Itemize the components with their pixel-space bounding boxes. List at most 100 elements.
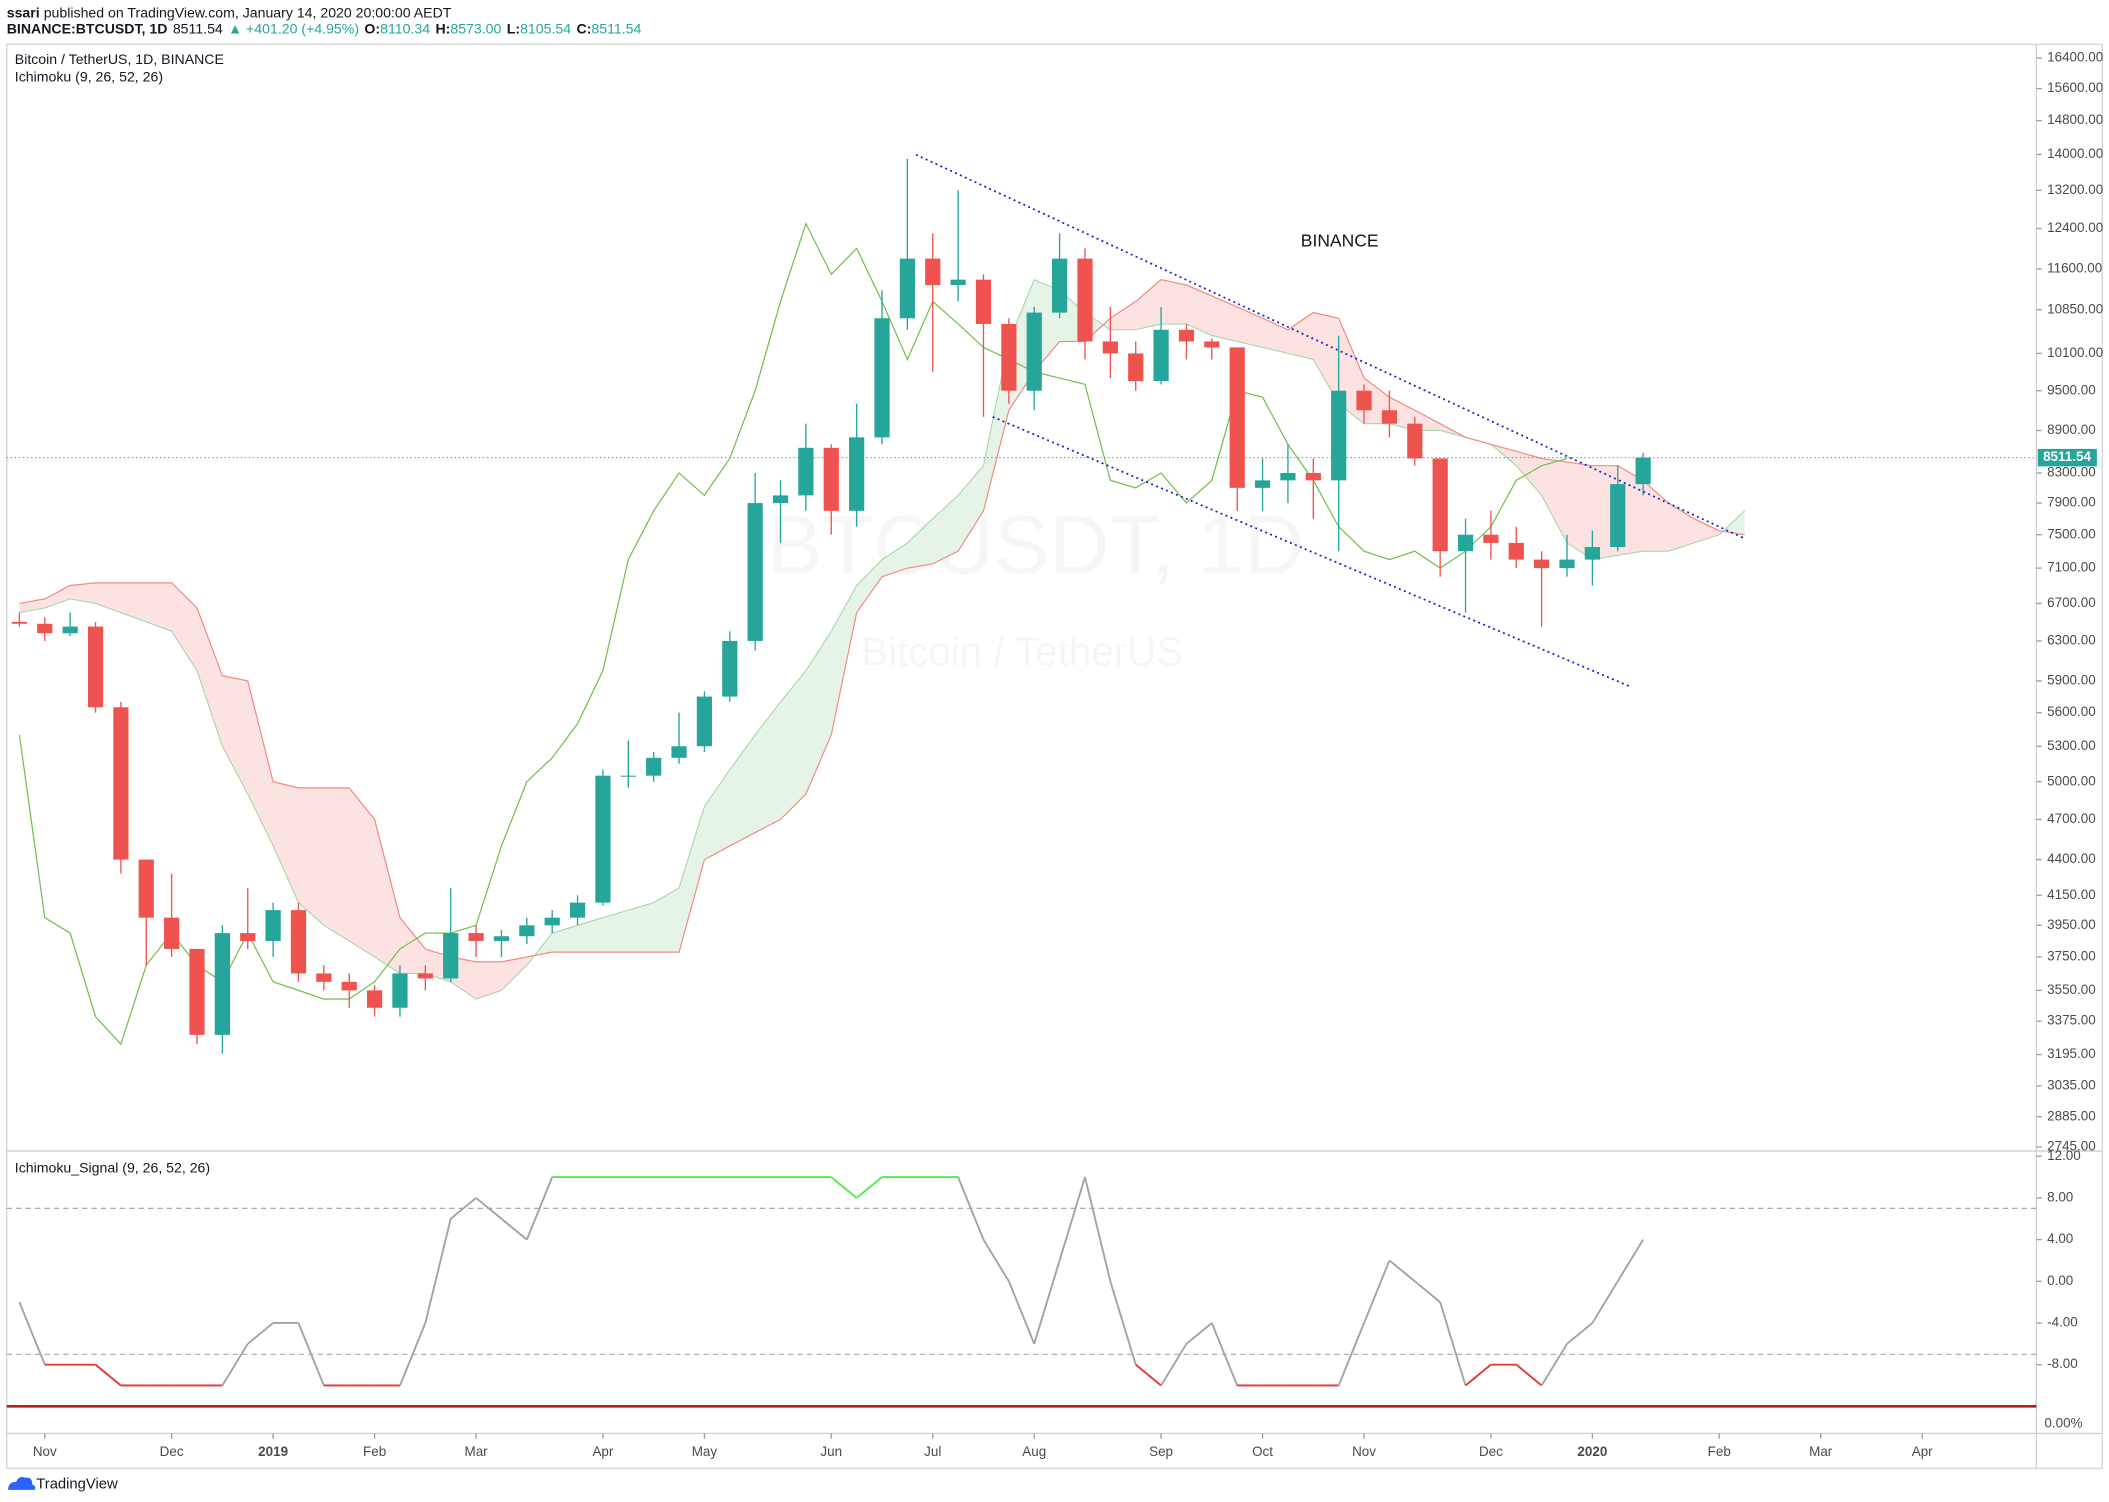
y-tick-label: 16400.00 [2047,50,2103,65]
candle-body [1305,472,1321,481]
cloud-segment [501,956,527,991]
y-tick-label: 0.00 [2047,1273,2073,1288]
candle-body [747,503,763,641]
ohlc-value: 8110.34 [380,20,430,36]
cloud-segment [1313,312,1339,404]
signal-segment [1566,1322,1593,1345]
candle-body [1381,410,1398,424]
ohlc-value: 8511.54 [591,20,641,36]
y-tick-label: 12400.00 [2047,220,2103,235]
candle-body [1178,329,1195,342]
cloud-segment [856,559,883,613]
y-tick-label: 5300.00 [2047,738,2096,753]
candle-body [1128,353,1144,382]
cloud-segment [958,465,984,552]
candle-body [1280,472,1296,481]
candle-body [1254,480,1271,488]
x-tick-label: Oct [1252,1444,1273,1459]
candle-body [240,933,256,941]
candle-body [443,933,459,979]
y-tick-label: 8300.00 [2047,465,2096,480]
cloud-segment [932,495,959,564]
cloud-segment [1237,306,1263,348]
candle-body [1001,323,1017,391]
candle-body [113,707,129,860]
candle-body [164,917,180,949]
signal-segment [1084,1176,1112,1282]
ohlc-value: 8573.00 [450,20,501,36]
x-tick-label: Aug [1022,1444,1046,1459]
cloud-segment [171,582,198,671]
cloud-segment [577,917,603,953]
x-tick-label: 2019 [258,1444,288,1459]
frame [6,43,2103,1470]
symbol-line: BINANCE:BTCUSDT, 1D 8511.54 ▲ +401.20 (+4.… [7,20,642,36]
candle-body [87,626,104,708]
candle-body [696,696,713,747]
y-tick-label: 10850.00 [2047,301,2103,316]
candle-body [849,437,865,511]
candle-body [671,746,687,758]
y-tick-label: 6300.00 [2047,632,2096,647]
cloud-segment [197,608,223,747]
candle-body [1534,559,1550,569]
y-tick-label: 9500.00 [2047,382,2096,397]
ohlc-label: H: [435,20,450,36]
candle-body [1610,484,1626,548]
cloud-segment [146,582,172,632]
candle-body [1508,542,1524,560]
signal-segment [1540,1343,1568,1386]
y-tick-label: 13200.00 [2047,182,2103,197]
x-tick-label: Jul [924,1444,941,1459]
cloud-segment [653,887,680,953]
signal-segment [1414,1280,1441,1303]
x-tick-label: Dec [160,1444,184,1459]
candle-body [722,640,738,697]
span-a-line [19,278,1745,1000]
signal-segment [424,1218,452,1324]
signal-segment [18,1301,46,1366]
y-tick-label: 15600.00 [2047,80,2103,95]
signal-segment [500,1218,528,1241]
signal-segment [399,1322,427,1386]
signal-segment [525,1176,554,1240]
signal-segment [1185,1322,1213,1345]
pane-title: Bitcoin / TetherUS, 1D, BINANCE [15,51,224,67]
y-tick-label: 3550.00 [2047,982,2096,997]
ohlc-label: L: [507,20,520,36]
x-tick-label: Mar [465,1444,489,1459]
signal-segment [1363,1260,1391,1324]
span-b-line [19,278,1745,963]
y-tick-label: 4150.00 [2047,887,2096,902]
candle-body [620,775,636,777]
cloud-segment [729,734,756,846]
indicator-title: Ichimoku (9, 26, 52, 26) [15,69,163,85]
x-tick-label: Dec [1479,1444,1503,1459]
cloud-segment [602,910,629,953]
cloud-segment [349,787,375,957]
signal-segment [247,1322,274,1345]
cloud-segment [704,769,730,860]
signal-segment [1160,1343,1188,1386]
candle-body [1635,457,1651,485]
signal-segment [1058,1176,1086,1261]
y-tick-label: 10100.00 [2047,345,2103,360]
price: 8511.54 [173,20,223,36]
last-price-label: 8511.54 [2043,449,2091,464]
signal-segment [1388,1259,1416,1283]
y-tick-label: 3195.00 [2047,1046,2096,1061]
y-tick-label: 2745.00 [2047,1139,2096,1154]
y-tick-label: 3375.00 [2047,1013,2096,1028]
candle-body [417,973,433,979]
ohlc-value: 8105.54 [520,20,571,36]
y-tick-label: 8.00 [2047,1189,2073,1204]
cloud-segment [476,961,502,1000]
signal-segment [1007,1280,1036,1345]
candle-body [1483,534,1499,543]
cloud-segment [679,806,705,953]
candle-body [265,910,281,941]
candle-body [290,910,307,974]
x-tick-label: Feb [1708,1444,1731,1459]
signal-segment [830,1176,858,1199]
y-tick-label: 14000.00 [2047,146,2103,161]
